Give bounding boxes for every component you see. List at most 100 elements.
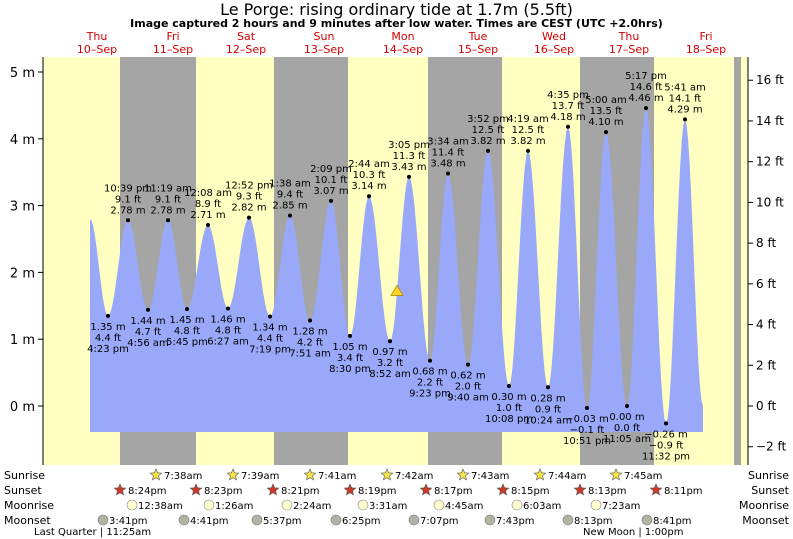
- low-tide-marker: [185, 307, 189, 312]
- sunrise-icon: [609, 468, 623, 481]
- high-tide-time: 5:41 am: [664, 82, 706, 93]
- sunrise-icon: [533, 468, 547, 481]
- high-tide-marker: [566, 124, 570, 129]
- low-tide-marker: [585, 406, 589, 411]
- sunset-time: 8:24pm: [128, 486, 167, 497]
- moonrise-time: 6:03am: [523, 501, 561, 512]
- low-tide-m: −0.26 m: [644, 429, 688, 440]
- y-tick-label-ft: 8 ft: [756, 236, 776, 250]
- day-label-wed: Wed: [542, 30, 566, 43]
- moonrise-icon: [281, 499, 293, 511]
- sunset-time: 8:21pm: [281, 486, 320, 497]
- low-tide-time: 10:51 pm: [563, 436, 611, 447]
- high-tide-ft: 11.4 ft: [432, 148, 465, 159]
- sunrise-icon: [303, 468, 317, 481]
- almanac-label-right: Sunrise: [748, 469, 789, 482]
- high-tide-m: 3.07 m: [313, 186, 348, 197]
- high-tide-m: 4.46 m: [628, 93, 663, 104]
- high-tide-marker: [526, 148, 530, 153]
- high-tide-m: 3.43 m: [391, 162, 426, 173]
- date-label: 13–Sep: [304, 43, 344, 56]
- low-tide-marker: [428, 358, 432, 363]
- low-tide-m: 1.05 m: [332, 342, 367, 353]
- tide-area: [90, 108, 703, 432]
- high-tide-m: 3.82 m: [470, 136, 505, 147]
- current-level-marker: [390, 284, 404, 296]
- almanac-label-right: Sunset: [751, 484, 789, 497]
- y-tick-label-ft: 4 ft: [756, 318, 776, 332]
- moonrise-icon: [433, 499, 445, 511]
- low-tide-ft: 3.4 ft: [337, 353, 363, 364]
- high-tide-m: 2.78 m: [110, 205, 145, 216]
- low-tide-time: 4:23 pm: [87, 344, 129, 355]
- low-tide-m: 1.44 m: [130, 316, 165, 327]
- low-tide-m: 1.34 m: [252, 322, 287, 333]
- low-tide-ft: −0.9 ft: [649, 440, 684, 451]
- low-tide-m: 0.68 m: [412, 367, 447, 378]
- high-tide-marker: [644, 106, 648, 111]
- y-tick-label-m: 3 m: [10, 200, 35, 215]
- high-tide-marker: [126, 218, 130, 223]
- high-tide-time: 5:00 am: [585, 95, 627, 106]
- moonset-icon: [641, 514, 653, 526]
- sunset-time: 8:23pm: [204, 486, 243, 497]
- low-tide-ft: 2.0 ft: [455, 382, 481, 393]
- low-tide-time: 7:51 am: [289, 348, 331, 359]
- sunset-icon: [189, 483, 203, 496]
- high-tide-time: 2:09 pm: [310, 164, 352, 175]
- moonset-time: 7:43pm: [496, 516, 535, 527]
- high-tide-m: 4.29 m: [667, 104, 702, 115]
- moonset-time: 4:41pm: [190, 516, 229, 527]
- day-label-fri: Fri: [166, 30, 179, 43]
- sunset-icon: [113, 483, 127, 496]
- low-tide-ft: 0.9 ft: [535, 404, 561, 415]
- low-tide-m: 0.62 m: [450, 371, 485, 382]
- high-tide-marker: [446, 171, 450, 176]
- high-tide-marker: [367, 194, 371, 199]
- y-tick-label-m: 0 m: [10, 400, 35, 415]
- low-tide-time: 8:30 pm: [329, 364, 371, 375]
- high-tide-ft: 14.1 ft: [669, 93, 702, 104]
- low-tide-m: 0.28 m: [530, 393, 565, 404]
- low-tide-marker: [348, 333, 352, 338]
- date-label: 18–Sep: [686, 43, 726, 56]
- moonset-icon: [251, 514, 263, 526]
- y-tick-label-ft: 2 ft: [756, 358, 776, 372]
- high-tide-m: 4.18 m: [550, 112, 585, 123]
- sunrise-time: 7:41am: [318, 471, 356, 482]
- sunrise-time: 7:43am: [471, 471, 509, 482]
- low-tide-ft: 0.0 ft: [614, 423, 640, 434]
- high-tide-marker: [166, 218, 170, 223]
- date-label: 11–Sep: [153, 43, 193, 56]
- sunrise-icon: [226, 468, 240, 481]
- moonrise-icon: [203, 499, 215, 511]
- low-tide-ft: 4.2 ft: [297, 337, 323, 348]
- high-tide-m: 2.71 m: [190, 210, 225, 221]
- day-label-mon: Mon: [391, 30, 414, 43]
- high-tide-marker: [288, 213, 292, 218]
- high-tide-marker: [683, 117, 687, 122]
- low-tide-ft: 3.2 ft: [377, 358, 403, 369]
- moonset-time: 5:37pm: [263, 516, 302, 527]
- moonrise-time: 3:31am: [369, 501, 407, 512]
- low-tide-time: 10:08 pm: [485, 414, 533, 425]
- high-tide-ft: 9.1 ft: [115, 194, 141, 205]
- sunset-time: 8:15pm: [511, 486, 550, 497]
- high-tide-ft: 14.6 ft: [630, 82, 663, 93]
- day-label-sat: Sat: [237, 30, 256, 43]
- moonset-icon: [408, 514, 420, 526]
- low-tide-time: 8:52 am: [369, 369, 411, 380]
- chart-title: Le Porge: rising ordinary tide at 1.7m (…: [220, 0, 573, 19]
- sunset-icon: [343, 483, 357, 496]
- almanac-label-left: Moonset: [4, 514, 51, 527]
- almanac-label-right: Moonrise: [739, 499, 789, 512]
- low-tide-marker: [388, 339, 392, 344]
- sunset-time: 8:13pm: [588, 486, 627, 497]
- sunrise-time: 7:45am: [624, 471, 662, 482]
- sunset-icon: [266, 483, 280, 496]
- high-tide-ft: 12.5 ft: [472, 125, 505, 136]
- y-tick-label-ft: 16 ft: [756, 73, 784, 87]
- high-tide-time: 3:52 pm: [467, 114, 509, 125]
- low-tide-time: 7:19 pm: [249, 344, 291, 355]
